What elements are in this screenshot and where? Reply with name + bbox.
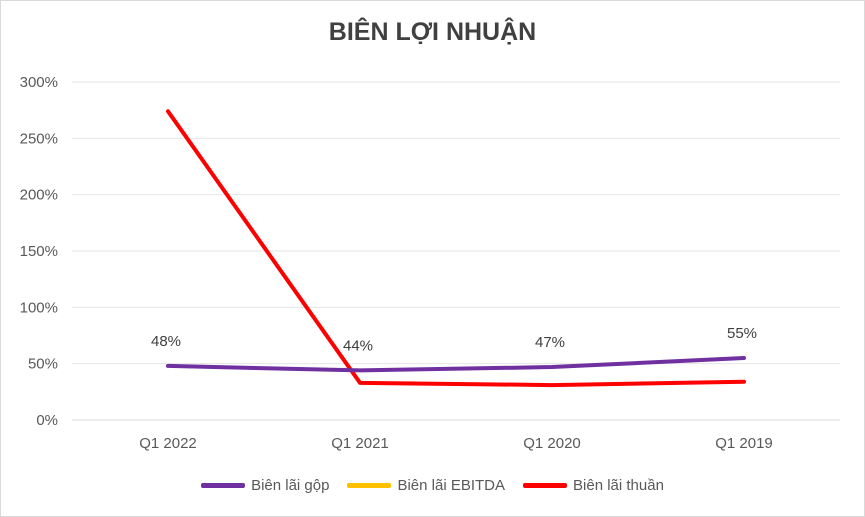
data-label: 44% [343, 337, 373, 354]
x-tick-label: Q1 2021 [331, 435, 389, 452]
data-label: 55% [727, 325, 757, 342]
data-label: 48% [151, 333, 181, 350]
legend-swatch-ebitda [347, 483, 392, 488]
legend-item-ebitda: Biên lãi EBITDA [347, 477, 505, 494]
legend-label-gross: Biên lãi gộp [251, 477, 330, 494]
y-tick-label: 50% [28, 356, 58, 373]
series-line-0 [166, 356, 746, 373]
series-line-2 [166, 109, 746, 388]
y-tick-label: 300% [20, 74, 58, 91]
y-tick-label: 200% [20, 187, 58, 204]
legend-label-ebitda: Biên lãi EBITDA [397, 477, 506, 494]
legend: Biên lãi gộp Biên lãi EBITDA Biên lãi th… [0, 477, 865, 494]
x-tick-label: Q1 2019 [715, 435, 773, 452]
legend-label-net: Biên lãi thuần [573, 477, 664, 494]
legend-item-gross: Biên lãi gộp [201, 477, 329, 494]
y-tick-label: 250% [20, 130, 58, 147]
legend-swatch-gross [201, 483, 246, 488]
legend-item-net: Biên lãi thuần [523, 477, 664, 494]
y-tick-label: 0% [36, 412, 58, 429]
y-tick-label: 100% [20, 299, 58, 316]
legend-swatch-net [523, 483, 568, 488]
chart-title: BIÊN LỢI NHUẬN [328, 18, 537, 46]
data-label: 47% [535, 334, 565, 351]
x-tick-label: Q1 2020 [523, 435, 581, 452]
y-tick-label: 150% [20, 243, 58, 260]
x-tick-label: Q1 2022 [139, 435, 197, 452]
